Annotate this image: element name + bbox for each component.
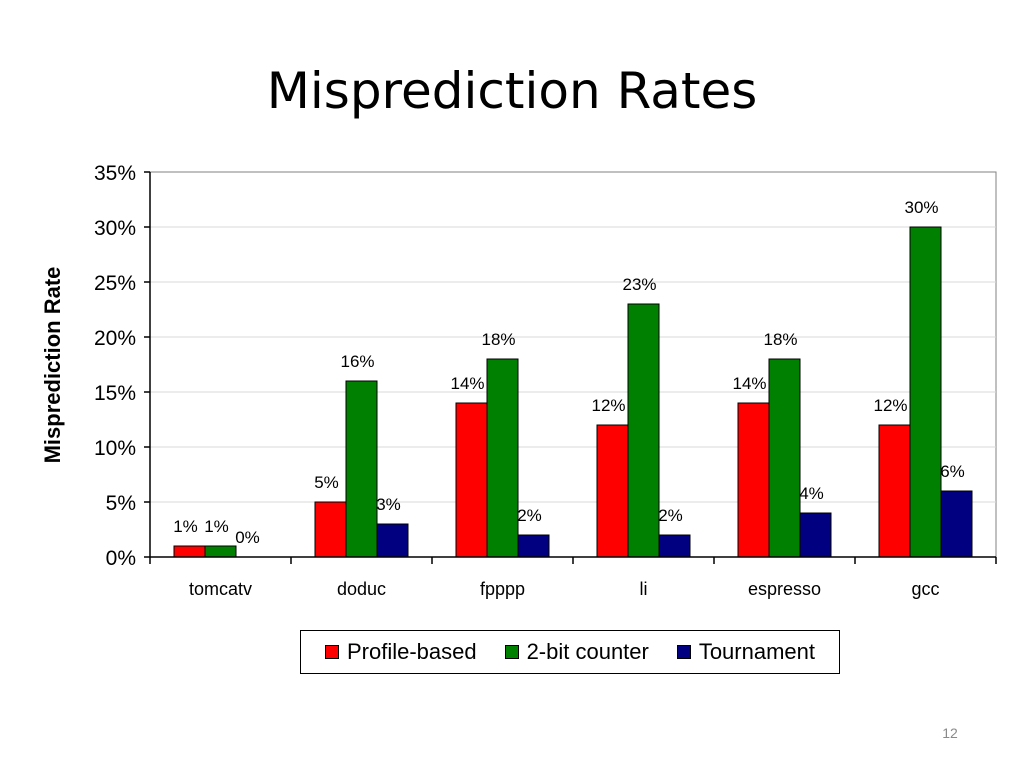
page-number: 12 [942,725,958,741]
category-label: li [640,579,648,599]
y-tick-label: 15% [94,382,136,405]
data-label: 6% [940,462,965,481]
bar [596,424,629,558]
bar [517,534,550,558]
category-label: espresso [748,579,821,599]
bar [768,358,801,558]
bar [878,424,911,558]
legend-label: Profile-based [346,639,477,664]
y-tick-label: 10% [94,437,136,460]
legend-swatch [324,645,339,659]
bar [314,501,347,558]
category-label: doduc [337,579,386,599]
bar [940,490,973,558]
slide-title: Misprediction Rates [266,62,758,120]
legend-item: 2-bit counter [504,639,649,665]
y-axis-label: Misprediction Rate [40,267,65,464]
data-label: 23% [622,275,656,294]
data-label: 12% [591,396,625,415]
category-label: gcc [911,579,939,599]
y-tick-label: 0% [106,547,136,570]
data-label: 14% [732,374,766,393]
bar [486,358,519,558]
data-label: 30% [904,198,938,217]
y-tick-label: 20% [94,327,136,350]
y-tick-label: 5% [106,492,136,515]
legend-label: Tournament [698,639,815,664]
data-label: 18% [763,330,797,349]
bar [737,402,770,558]
bar [173,545,206,558]
data-label: 16% [340,352,374,371]
legend-swatch [676,645,691,659]
axes: 0% 5% 10% 15% 20% 25% 30% 35% tomcatv doduc fpppp l… [94,162,997,599]
bar [204,545,237,558]
bar [345,380,378,558]
data-label: 4% [799,484,824,503]
data-label: 1% [204,517,229,536]
data-label: 14% [450,374,484,393]
category-label: tomcatv [189,579,252,599]
y-tick-label: 25% [94,272,136,295]
data-label: 2% [517,506,542,525]
data-label: 3% [376,495,401,514]
gridlines [150,226,996,503]
bar [376,523,409,558]
y-tick-label: 30% [94,217,136,240]
data-label: 12% [873,396,907,415]
category-label: fpppp [480,579,525,599]
legend-item: Profile-based [324,639,477,665]
data-label: 5% [314,473,339,492]
bar [799,512,832,558]
plot-area [149,171,997,558]
bar [658,534,691,558]
bar [627,303,660,558]
legend-item: Tournament [676,639,815,665]
data-label: 18% [481,330,515,349]
legend-label: 2-bit counter [526,639,649,664]
legend: Profile-based 2-bit counter Tournament [300,630,840,674]
bar [909,226,942,558]
data-label: 1% [173,517,198,536]
data-label: 0% [235,528,260,547]
data-labels: 1% 1% 0% 5% 16% 3% 14% 18% 2% 12% 23% 2% 14% 18% 4% 12%… [173,198,965,547]
bar [455,402,488,558]
legend-swatch [504,645,519,659]
y-tick-label: 35% [94,162,136,185]
data-label: 2% [658,506,683,525]
